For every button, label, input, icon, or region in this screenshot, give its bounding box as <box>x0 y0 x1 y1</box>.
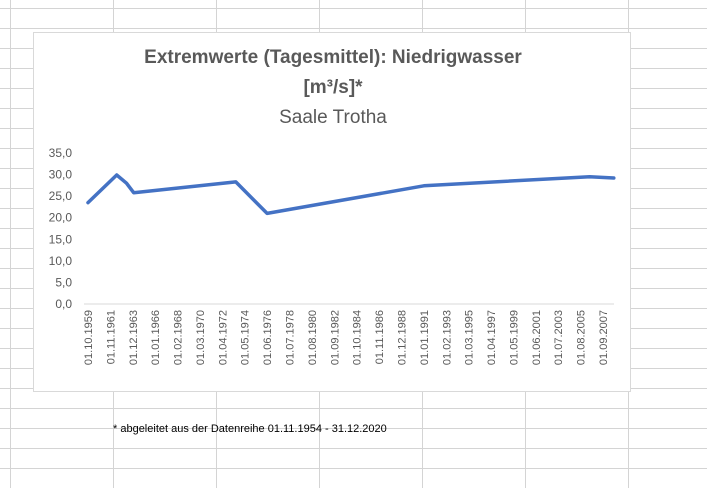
y-tick-label: 15,0 <box>49 232 73 246</box>
x-tick-label: 01.11.1986 <box>374 310 386 364</box>
y-tick-label: 10,0 <box>49 254 73 268</box>
x-tick-label: 01.05.1974 <box>240 310 252 365</box>
x-tick-label: 01.02.1968 <box>173 310 185 365</box>
x-tick-label: 01.04.1972 <box>217 310 229 365</box>
x-tick-label: 01.09.2007 <box>598 310 610 365</box>
x-tick-label: 01.01.1991 <box>419 310 431 365</box>
x-tick-label: 01.12.1988 <box>396 310 408 365</box>
y-tick-label: 30,0 <box>49 168 73 182</box>
footnote: * abgeleitet aus der Datenreihe 01.11.19… <box>113 423 387 435</box>
x-tick-label: 01.11.1961 <box>105 310 117 364</box>
x-tick-label: 01.06.2001 <box>531 310 543 365</box>
y-tick-label: 35,0 <box>49 146 73 160</box>
x-tick-label: 01.07.2003 <box>553 310 565 365</box>
y-tick-label: 20,0 <box>49 211 73 225</box>
x-tick-label: 01.04.1997 <box>486 310 498 365</box>
y-tick-label: 5,0 <box>55 275 72 289</box>
chart-title: Extremwerte (Tagesmittel): Niedrigwasser <box>144 47 522 68</box>
chart-subtitle: Saale Trotha <box>279 107 387 128</box>
series-line <box>86 173 616 216</box>
y-tick-label: 0,0 <box>55 297 72 311</box>
x-tick-label: 01.12.1963 <box>128 310 140 365</box>
x-tick-label: 01.09.1982 <box>329 310 341 365</box>
line-chart: 35,0 30,0 25,0 20,0 15,0 10,0 5,0 0,0 01.10.195… <box>49 146 616 365</box>
x-tick-label: 01.02.1993 <box>441 310 453 365</box>
chart-area[interactable]: Extremwerte (Tagesmittel): Niedrigwasser… <box>33 32 631 392</box>
x-tick-label: 01.10.1984 <box>352 310 364 365</box>
x-tick-label: 01.08.2005 <box>576 310 588 365</box>
x-tick-label: 01.05.1999 <box>508 310 520 365</box>
x-tick-label: 01.07.1978 <box>285 310 297 365</box>
x-tick-label: 01.03.1970 <box>195 310 207 365</box>
x-tick-label: 01.08.1980 <box>307 310 319 365</box>
x-tick-label: 01.06.1976 <box>262 310 274 365</box>
chart-title-unit: [m³/s]* <box>303 77 363 98</box>
x-tick-label: 01.10.1959 <box>83 310 95 365</box>
y-tick-label: 25,0 <box>49 189 73 203</box>
x-tick-label: 01.01.1966 <box>150 310 162 365</box>
x-tick-label: 01.03.1995 <box>464 310 476 365</box>
